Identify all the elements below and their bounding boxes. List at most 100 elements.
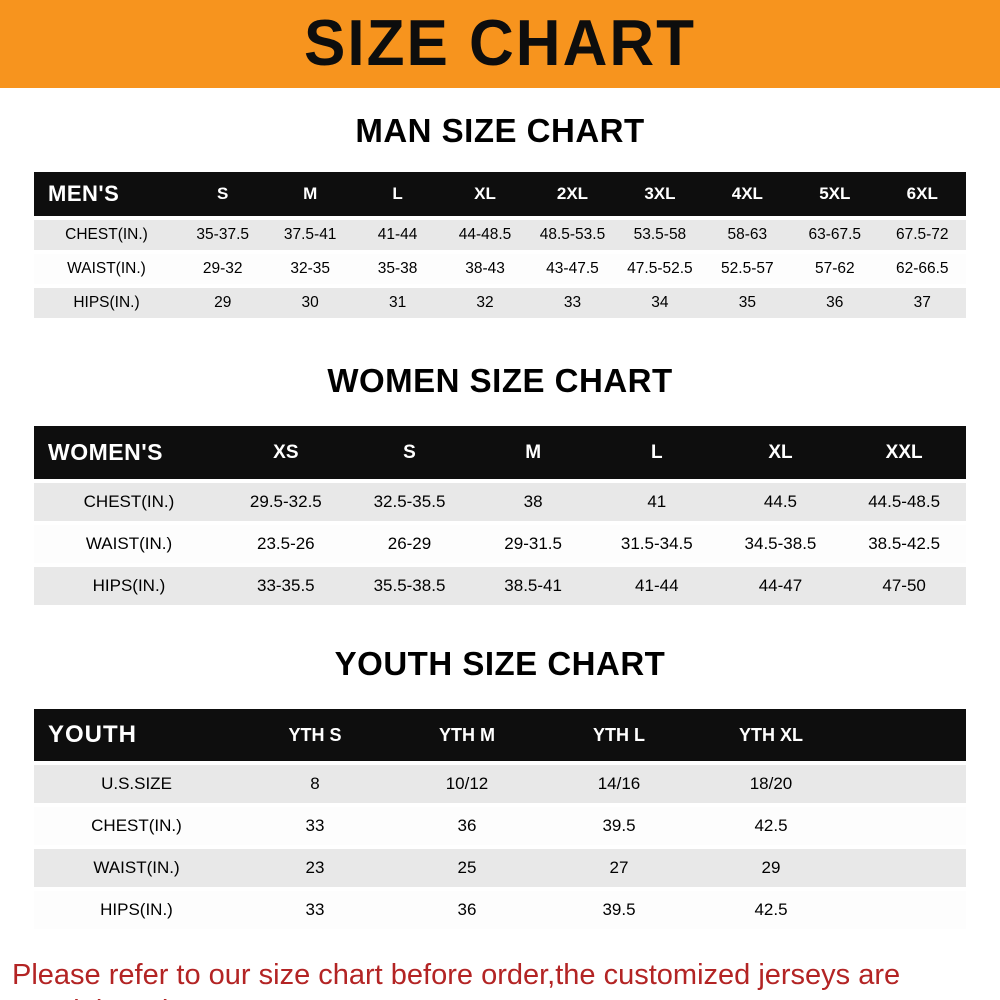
youth-size-chart-title: YOUTH SIZE CHART <box>334 645 666 682</box>
table-cell: 35-37.5 <box>179 220 267 250</box>
table-header-row: WOMEN'S XS S M L XL XXL <box>34 426 966 479</box>
table-filler-cell <box>847 849 966 887</box>
size-column-header: XXL <box>842 426 966 479</box>
table-cell: 53.5-58 <box>616 220 704 250</box>
table-cell: 29.5-32.5 <box>224 483 348 521</box>
man-size-chart-title: MAN SIZE CHART <box>355 112 645 149</box>
table-cell: 29-31.5 <box>471 525 595 563</box>
table-cell: 29-32 <box>179 254 267 284</box>
table-cell: 29 <box>179 288 267 318</box>
size-column-header: L <box>353 172 442 216</box>
table-cell: 10/12 <box>391 765 543 803</box>
table-cell: 23.5-26 <box>224 525 348 563</box>
table-row: WAIST(IN.) 29-32 32-35 35-38 38-43 43-47… <box>34 254 966 284</box>
row-label: HIPS(IN.) <box>34 567 224 605</box>
table-cell: 38-43 <box>441 254 529 284</box>
table-cell: 18/20 <box>695 765 847 803</box>
table-row: WAIST(IN.) 23.5-26 26-29 29-31.5 31.5-34… <box>34 525 966 563</box>
size-column-header: 3XL <box>616 172 704 216</box>
row-label: CHEST(IN.) <box>34 807 239 845</box>
table-cell: 33 <box>239 891 391 929</box>
table-filler-cell <box>847 765 966 803</box>
size-column-header: M <box>266 172 354 216</box>
table-row: CHEST(IN.) 35-37.5 37.5-41 41-44 44-48.5… <box>34 220 966 250</box>
size-column-header: XL <box>718 426 843 479</box>
table-cell: 44-48.5 <box>441 220 529 250</box>
table-row: HIPS(IN.) 29 30 31 32 33 34 35 36 37 <box>34 288 966 318</box>
table-cell: 33 <box>528 288 617 318</box>
size-column-header: S <box>347 426 472 479</box>
table-cell: 67.5-72 <box>878 220 966 250</box>
table-cell: 14/16 <box>543 765 695 803</box>
table-header-label: WOMEN'S <box>34 426 224 479</box>
table-cell: 32-35 <box>266 254 354 284</box>
row-label: CHEST(IN.) <box>34 220 179 250</box>
order-policy-note-line1: Please refer to our size chart before or… <box>12 959 901 1000</box>
table-cell: 32 <box>441 288 529 318</box>
table-cell: 41-44 <box>594 567 719 605</box>
table-cell: 8 <box>239 765 391 803</box>
table-filler-cell <box>847 891 966 929</box>
row-label: U.S.SIZE <box>34 765 239 803</box>
table-cell: 47.5-52.5 <box>616 254 704 284</box>
size-column-header: YTH M <box>391 709 543 761</box>
size-column-header: XS <box>224 426 348 479</box>
table-cell: 29 <box>695 849 847 887</box>
table-header-row: MEN'S S M L XL 2XL 3XL 4XL 5XL 6XL <box>34 172 966 216</box>
table-cell: 34 <box>616 288 704 318</box>
table-cell: 48.5-53.5 <box>528 220 617 250</box>
row-label: HIPS(IN.) <box>34 891 239 929</box>
table-cell: 35.5-38.5 <box>347 567 472 605</box>
row-label: CHEST(IN.) <box>34 483 224 521</box>
size-column-header: 2XL <box>528 172 617 216</box>
table-cell: 44.5 <box>718 483 843 521</box>
table-cell: 35-38 <box>353 254 442 284</box>
table-row: HIPS(IN.) 33 36 39.5 42.5 <box>34 891 966 929</box>
table-cell: 33-35.5 <box>224 567 348 605</box>
table-cell: 42.5 <box>695 807 847 845</box>
table-cell: 44-47 <box>718 567 843 605</box>
table-cell: 62-66.5 <box>878 254 966 284</box>
table-cell: 52.5-57 <box>703 254 792 284</box>
size-column-header: 6XL <box>878 172 966 216</box>
table-cell: 37 <box>878 288 966 318</box>
table-cell: 36 <box>391 891 543 929</box>
table-cell: 27 <box>543 849 695 887</box>
table-cell: 38 <box>471 483 595 521</box>
table-cell: 58-63 <box>703 220 792 250</box>
table-filler-cell <box>847 709 966 761</box>
table-cell: 31 <box>353 288 442 318</box>
table-row: HIPS(IN.) 33-35.5 35.5-38.5 38.5-41 41-4… <box>34 567 966 605</box>
table-cell: 38.5-41 <box>471 567 595 605</box>
table-cell: 23 <box>239 849 391 887</box>
size-column-header: 5XL <box>791 172 879 216</box>
table-cell: 35 <box>703 288 792 318</box>
table-cell: 37.5-41 <box>266 220 354 250</box>
table-header-row: YOUTH YTH S YTH M YTH L YTH XL <box>34 709 966 761</box>
table-filler-cell <box>847 807 966 845</box>
table-row: CHEST(IN.) 33 36 39.5 42.5 <box>34 807 966 845</box>
size-column-header: YTH L <box>543 709 695 761</box>
table-cell: 63-67.5 <box>791 220 879 250</box>
table-cell: 57-62 <box>791 254 879 284</box>
row-label: WAIST(IN.) <box>34 849 239 887</box>
row-label: WAIST(IN.) <box>34 525 224 563</box>
table-header-label: MEN'S <box>34 172 179 216</box>
order-policy-note: Please refer to our size chart before or… <box>12 957 988 1000</box>
size-column-header: YTH XL <box>695 709 847 761</box>
size-column-header: YTH S <box>239 709 391 761</box>
table-cell: 41 <box>594 483 719 521</box>
table-cell: 44.5-48.5 <box>842 483 966 521</box>
size-column-header: XL <box>441 172 529 216</box>
women-size-chart-title: WOMEN SIZE CHART <box>327 362 673 399</box>
table-header-label: YOUTH <box>34 709 239 761</box>
table-cell: 41-44 <box>353 220 442 250</box>
size-chart-banner-title: SIZE CHART <box>304 7 696 80</box>
table-row: U.S.SIZE 8 10/12 14/16 18/20 <box>34 765 966 803</box>
size-column-header: 4XL <box>703 172 792 216</box>
row-label: HIPS(IN.) <box>34 288 179 318</box>
table-cell: 47-50 <box>842 567 966 605</box>
table-row: WAIST(IN.) 23 25 27 29 <box>34 849 966 887</box>
size-column-header: S <box>179 172 267 216</box>
table-cell: 43-47.5 <box>528 254 617 284</box>
